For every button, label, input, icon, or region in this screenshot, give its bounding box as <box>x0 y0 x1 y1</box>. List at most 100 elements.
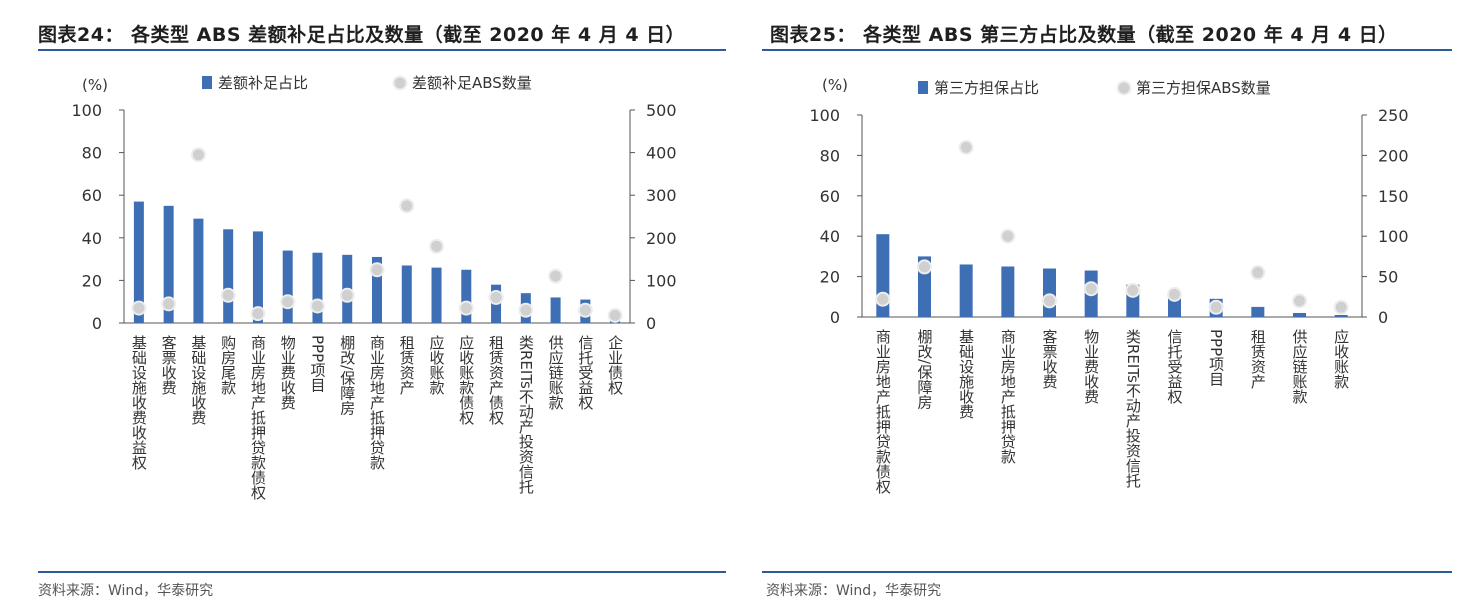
bar <box>550 297 561 323</box>
title-underline <box>762 49 1452 51</box>
category-label: 商业房地产抵押贷款 <box>368 335 386 471</box>
legend-dot-swatch <box>1116 80 1132 96</box>
category-label: 租赁资产 <box>1249 329 1267 389</box>
scatter-point <box>399 198 415 214</box>
scatter-point <box>1292 293 1307 309</box>
source-note: 资料来源：Wind，华泰研究 <box>38 583 214 599</box>
bar <box>1293 312 1306 317</box>
category-label: 应收账款 <box>1332 328 1350 390</box>
figure-title: 图表24： 各类型 ABS 差额补足占比及数量（截至 2020 年 4 月 4 … <box>38 24 686 46</box>
scatter-point <box>339 287 355 303</box>
legend-bar-swatch <box>202 76 212 89</box>
y-left-tick-label: 80 <box>820 146 840 165</box>
scatter-point <box>1083 281 1099 297</box>
y-left-tick-label: 60 <box>820 187 840 206</box>
scatter-point <box>429 238 445 254</box>
category-label: 基础设施收费收益权 <box>130 335 148 470</box>
scatter-point <box>1333 299 1349 315</box>
footer-rule <box>38 571 726 573</box>
category-label: 物业费收费 <box>1082 329 1100 404</box>
bar <box>193 218 204 323</box>
scatter-point <box>1167 286 1182 302</box>
scatter-point <box>190 147 206 163</box>
scatter-point <box>518 302 534 318</box>
y-left-tick-label: 60 <box>82 186 102 205</box>
category-label: 信托受益权 <box>1166 329 1184 404</box>
scatter-point <box>131 300 147 316</box>
scatter-point <box>875 291 891 307</box>
category-label: PPP项目 <box>308 335 326 392</box>
legend-bar-label: 差额补足占比 <box>218 74 308 92</box>
category-label: PPP项目 <box>1207 329 1225 386</box>
category-label: 基础设施收费 <box>957 329 975 419</box>
y-left-unit-label: (%) <box>82 76 108 94</box>
scatter-point <box>1000 228 1016 244</box>
legend-bar-swatch <box>918 81 928 94</box>
y-left-unit-label: (%) <box>822 76 848 94</box>
y-right-tick-label: 0 <box>1378 308 1388 327</box>
scatter-point <box>917 259 932 275</box>
bar <box>312 252 323 323</box>
y-left-tick-label: 80 <box>82 144 102 163</box>
category-label: 供应链账款 <box>547 335 565 411</box>
scatter-point <box>548 268 564 284</box>
y-left-tick-label: 100 <box>71 101 102 120</box>
y-left-tick-label: 40 <box>82 229 102 248</box>
y-left-tick-label: 20 <box>82 271 102 290</box>
bar <box>1043 268 1056 317</box>
y-right-tick-label: 200 <box>1378 146 1409 165</box>
scatter-point <box>369 262 385 278</box>
scatter-point <box>1125 282 1141 298</box>
y-left-tick-label: 40 <box>820 227 840 246</box>
bar <box>282 250 293 323</box>
category-label: 商业房地产抵押贷款债权 <box>874 329 892 494</box>
bar <box>401 265 412 323</box>
category-label: 购房尾款 <box>219 335 237 396</box>
scatter-point <box>607 307 623 323</box>
category-label: 商业房地产抵押贷款债权 <box>249 335 267 500</box>
scatter-point <box>250 306 266 322</box>
y-right-tick-label: 50 <box>1378 268 1398 287</box>
y-left-tick-label: 0 <box>830 308 840 327</box>
scatter-point <box>220 287 236 303</box>
scatter-point <box>309 298 325 314</box>
category-label: 租赁资产债权 <box>487 335 505 425</box>
scatter-point <box>1042 293 1057 309</box>
bar <box>372 256 382 323</box>
category-label: 棚改/保障房 <box>916 329 934 409</box>
category-label: 类REITs不动产投资信托 <box>517 335 535 494</box>
bar <box>133 201 144 323</box>
category-label: 应收账款债权 <box>457 334 475 425</box>
bar <box>163 205 174 323</box>
category-label: 客票收费 <box>1041 329 1059 389</box>
figure-title: 图表25： 各类型 ABS 第三方占比及数量（截至 2020 年 4 月 4 日… <box>770 24 1398 46</box>
y-right-tick-label: 400 <box>646 144 677 163</box>
bar <box>252 231 263 323</box>
scatter-point <box>1250 265 1266 281</box>
legend-bar-label: 第三方担保占比 <box>934 79 1039 97</box>
bar <box>1001 266 1015 317</box>
bar <box>1334 314 1348 317</box>
chart-0-svg: 0 20 40 60 80 100 0 100 200 300 400 500 (%) 差额补足占比 差额补… <box>71 74 677 500</box>
category-label: 基础设施收费 <box>189 335 207 425</box>
category-label: 物业费收费 <box>279 335 297 410</box>
scatter-point <box>488 289 504 305</box>
category-label: 客票收费 <box>160 335 178 395</box>
y-right-tick-label: 200 <box>646 229 677 248</box>
y-right-tick-label: 100 <box>1378 227 1409 246</box>
legend-dot-label: 差额补足ABS数量 <box>412 74 532 92</box>
bar <box>223 229 234 323</box>
bar <box>959 264 973 317</box>
category-label: 企业债权 <box>606 334 624 395</box>
bar <box>1251 306 1265 317</box>
y-left-tick-label: 100 <box>809 106 840 125</box>
y-right-tick-label: 500 <box>646 101 677 120</box>
category-label: 应收账款 <box>428 334 446 396</box>
scatter-point <box>280 294 296 310</box>
legend-dot-label: 第三方担保ABS数量 <box>1136 79 1271 97</box>
y-left-tick-label: 20 <box>820 268 840 287</box>
scatter-point <box>958 139 974 155</box>
y-right-tick-label: 0 <box>646 314 656 333</box>
bar <box>461 269 472 323</box>
scatter-point <box>161 296 177 312</box>
